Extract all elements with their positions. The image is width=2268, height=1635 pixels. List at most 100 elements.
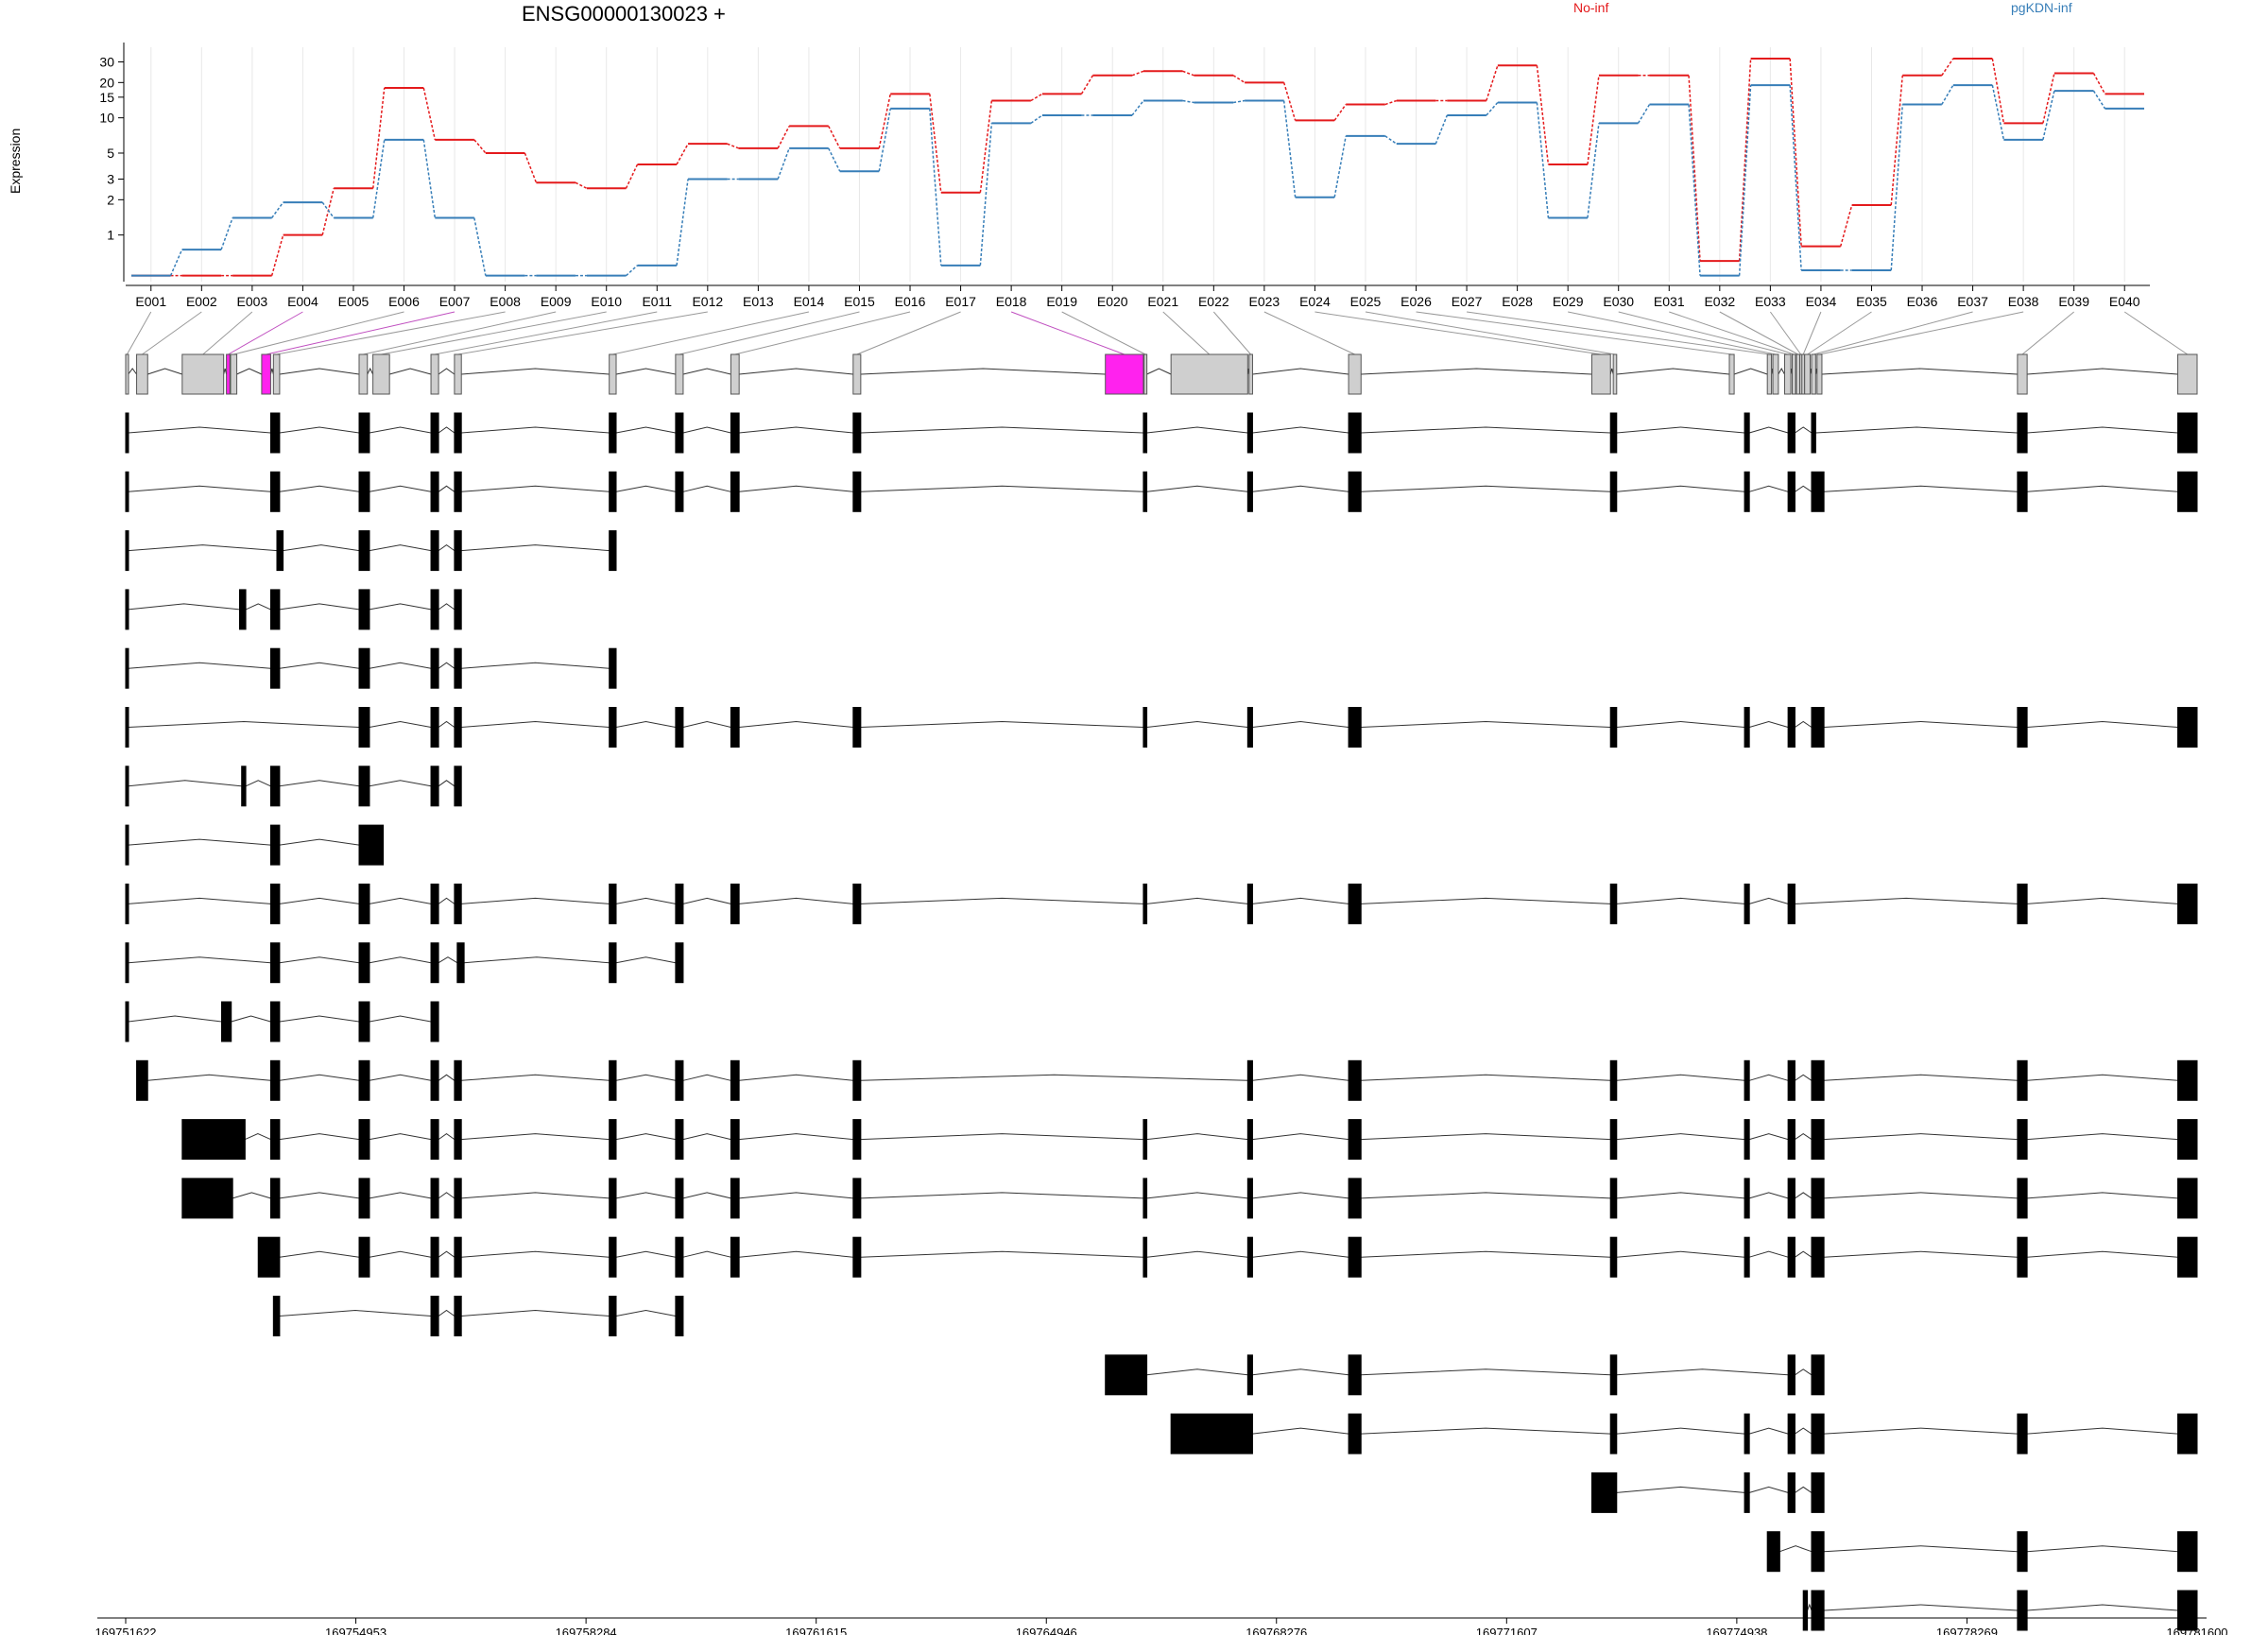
transcript-13-exon [1744,1119,1750,1161]
transcript-18-intron [1824,1427,2018,1435]
transcript-2-intron [369,485,432,492]
transcript-6-exon [1744,707,1750,748]
bin-connector [612,311,810,355]
transcript-12-exon [2017,1059,2028,1101]
transcript-14-intron [1749,1192,1789,1199]
x-tick-label: E037 [1957,294,1988,309]
y-tick-label: 2 [107,192,114,207]
bin-connector [142,311,202,355]
bin-connector [1416,311,1732,355]
transcript-9-exon [2017,883,2028,924]
x-tick-label: E005 [338,294,369,309]
transcript-12-intron [739,1074,853,1081]
transcript-12-exon [1787,1059,1796,1101]
transcript-2-intron [438,485,455,492]
transcript-2-intron [461,485,610,492]
series-1-connector [1941,84,1954,105]
series-0-connector [1486,64,1499,101]
x-tick-label: E031 [1654,294,1685,309]
series-1-connector [1789,85,1802,271]
x-tick-label: E030 [1603,294,1634,309]
series-0-connector [1333,104,1347,121]
exon-bin-model-intron [860,368,1106,375]
bin-connector [1365,311,1616,355]
transcript-3-exon [125,530,129,572]
transcript-12-exon [136,1059,148,1101]
transcript-14-intron [2027,1192,2178,1199]
transcript-12-intron [279,1074,360,1081]
transcript-13-exon [454,1119,462,1161]
transcript-1-intron [682,426,731,434]
transcript-16-exon [675,1296,684,1336]
transcript-12-exon [1348,1059,1362,1101]
series-0-connector [270,234,284,276]
series-0-connector [1991,58,2005,124]
bin-connector [1314,311,1602,355]
series-0-connector [979,100,993,193]
transcript-4-intron [279,603,360,611]
x-tick-label: E033 [1755,294,1786,309]
transcript-6-intron [1749,720,1789,728]
transcript-5-intron [128,662,271,669]
transcript-9-exon [2177,883,2198,924]
transcript-21-intron [1807,1603,1813,1611]
transcript-1-exon [1787,412,1796,454]
genomic-tick-label: 169781600 [2166,1626,2227,1635]
transcript-9-intron [1616,897,1745,904]
exon-bin-model-intron [1821,368,2018,375]
x-tick-label: E015 [844,294,875,309]
series-0-connector [1789,58,1802,247]
transcript-17-exon [1105,1354,1148,1396]
transcript-4-exon [239,589,247,630]
x-tick-label: E014 [794,294,825,309]
transcript-16-exon [272,1296,281,1336]
series-0-connector [727,143,739,149]
transcript-14-intron [860,1192,1143,1199]
transcript-1-intron [1252,426,1349,434]
exon-bin-model-intron [1616,368,1730,375]
transcript-9-intron [860,897,1143,904]
transcript-13-exon [1348,1119,1362,1161]
transcript-6-intron [682,720,731,728]
transcript-10-intron [615,956,676,964]
exon-bin-model-exon [1143,353,1148,395]
transcript-18-exon [1811,1413,1825,1454]
bin-connector [1813,311,1973,355]
series-1-connector [777,147,790,180]
series-0-connector [1030,93,1043,102]
transcript-11-intron [279,1015,360,1023]
transcript-5-intron [461,662,610,669]
transcript-1-intron [2027,426,2178,434]
transcript-12-intron [1795,1074,1813,1081]
transcript-10-exon [675,942,684,984]
genomic-tick-label: 169758284 [556,1626,617,1635]
exon-bin-model-exon [1804,353,1812,395]
x-tick-label: E010 [591,294,622,309]
transcript-10-intron [279,956,360,964]
series-0-connector [1941,58,1954,77]
transcript-17-exon [1609,1354,1618,1396]
transcript-15-exon [257,1236,281,1278]
bin-connector [1819,311,2024,355]
transcript-5-intron [438,662,455,669]
transcript-3-intron [283,544,360,552]
transcript-1-intron [279,426,360,434]
series-0-connector [422,87,437,141]
series-0-connector [524,152,538,183]
transcript-1-exon [2177,412,2198,454]
bin-connector [1669,311,1795,355]
transcript-14-intron [1824,1192,2018,1199]
transcript-19-exon [1744,1472,1750,1513]
transcript-2-exon [2017,471,2028,512]
transcript-1-exon [852,412,862,454]
x-tick-label: E008 [490,294,521,309]
transcript-14-exon [2177,1178,2198,1219]
transcript-6-exon [2177,707,2198,748]
transcript-2-exon [1143,471,1148,512]
transcript-15-intron [279,1250,360,1258]
transcript-9-intron [682,897,731,904]
x-tick-label: E007 [439,294,471,309]
genomic-tick-label: 169761615 [785,1626,847,1635]
transcript-20-exon [2177,1531,2198,1573]
transcript-1-intron [615,426,676,434]
